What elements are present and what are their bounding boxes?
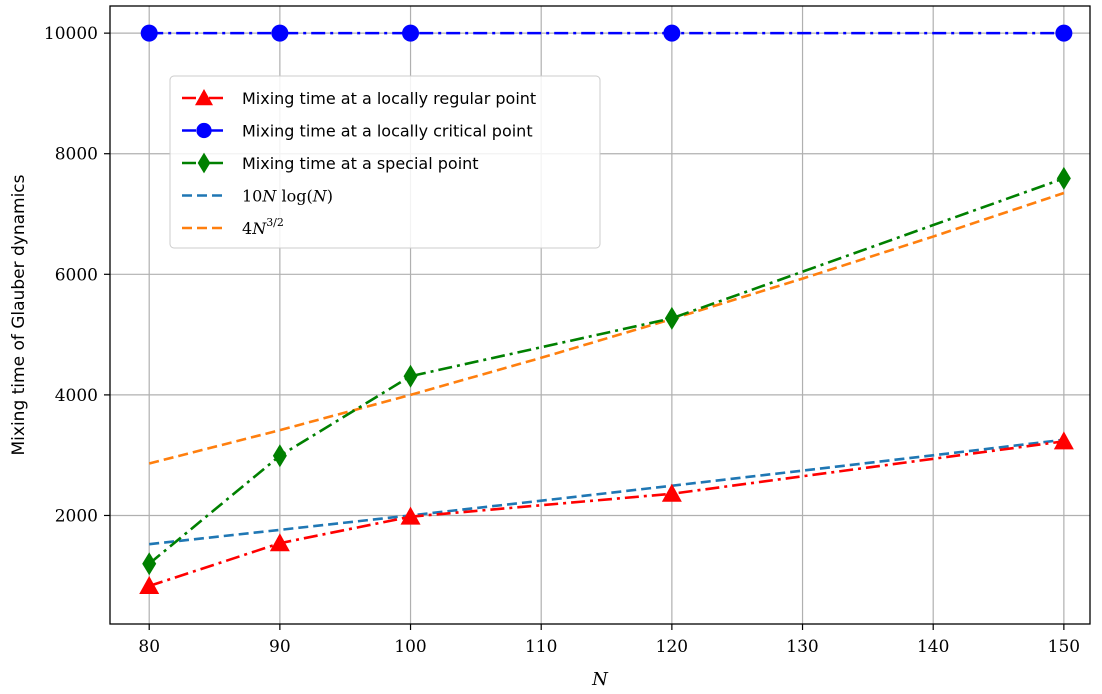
data-point <box>272 444 287 468</box>
y-tick-label: 8000 <box>55 145 98 165</box>
legend-entry: Mixing time at a locally critical point <box>182 122 533 141</box>
x-tick-label: 110 <box>525 637 557 657</box>
y-axis-label: Mixing time of Glauber dynamics <box>9 174 29 455</box>
legend-label: Mixing time at a special point <box>242 154 479 173</box>
series-line <box>148 191 1065 465</box>
series-4 <box>148 191 1065 465</box>
y-tick-label: 4000 <box>55 386 98 406</box>
data-point <box>269 533 290 552</box>
series-line <box>149 438 1065 546</box>
legend-marker <box>196 122 212 139</box>
legend-entry: 4N3/2 <box>182 216 284 238</box>
data-point <box>663 24 681 42</box>
y-tick-label: 2000 <box>55 506 98 526</box>
legend-label: Mixing time at a locally regular point <box>242 89 536 108</box>
x-tick-label: 130 <box>786 637 818 657</box>
legend: Mixing time at a locally regular point Mi… <box>169 75 601 249</box>
data-point <box>142 552 157 576</box>
data-point <box>1055 24 1073 42</box>
series-2 <box>142 166 1071 576</box>
plot-frame <box>109 5 1091 625</box>
data-point <box>140 24 158 42</box>
data-point <box>402 24 420 42</box>
series-line <box>148 440 1065 588</box>
x-tick-label: 80 <box>138 637 160 657</box>
legend-label: Mixing time at a locally critical point <box>242 122 533 141</box>
data-point <box>1053 431 1074 450</box>
series-layer <box>139 24 1074 595</box>
legend-entry: Mixing time at a special point <box>182 152 479 174</box>
legend-marker <box>197 152 211 174</box>
data-point <box>664 306 679 330</box>
data-point <box>661 483 682 502</box>
data-point <box>139 576 160 595</box>
x-tick-label: 120 <box>656 637 688 657</box>
ticks: 80 90 100 110 120 130 140 150 2000 4000 6000 8000 10… <box>44 24 1080 657</box>
y-tick-label: 6000 <box>55 265 98 285</box>
x-tick-label: 100 <box>394 637 426 657</box>
legend-entry: 10N log(N) <box>182 187 333 206</box>
series-line <box>148 177 1065 565</box>
series-1 <box>140 24 1073 42</box>
y-tick-label: 10000 <box>44 24 98 44</box>
x-tick-label: 90 <box>269 637 291 657</box>
x-axis-label: N <box>591 669 609 690</box>
x-tick-label: 140 <box>917 637 949 657</box>
data-point <box>403 364 418 388</box>
series-0 <box>139 431 1074 595</box>
legend-label: 10N log(N) <box>242 187 333 206</box>
legend-entry: Mixing time at a locally regular point <box>182 89 536 108</box>
data-point <box>1056 166 1071 190</box>
x-tick-label: 150 <box>1048 637 1080 657</box>
legend-box <box>169 75 601 249</box>
legend-label: 4N3/2 <box>242 216 284 238</box>
data-point <box>400 506 421 525</box>
legend-marker <box>195 89 213 106</box>
series-3 <box>149 438 1065 546</box>
data-point <box>271 24 289 42</box>
